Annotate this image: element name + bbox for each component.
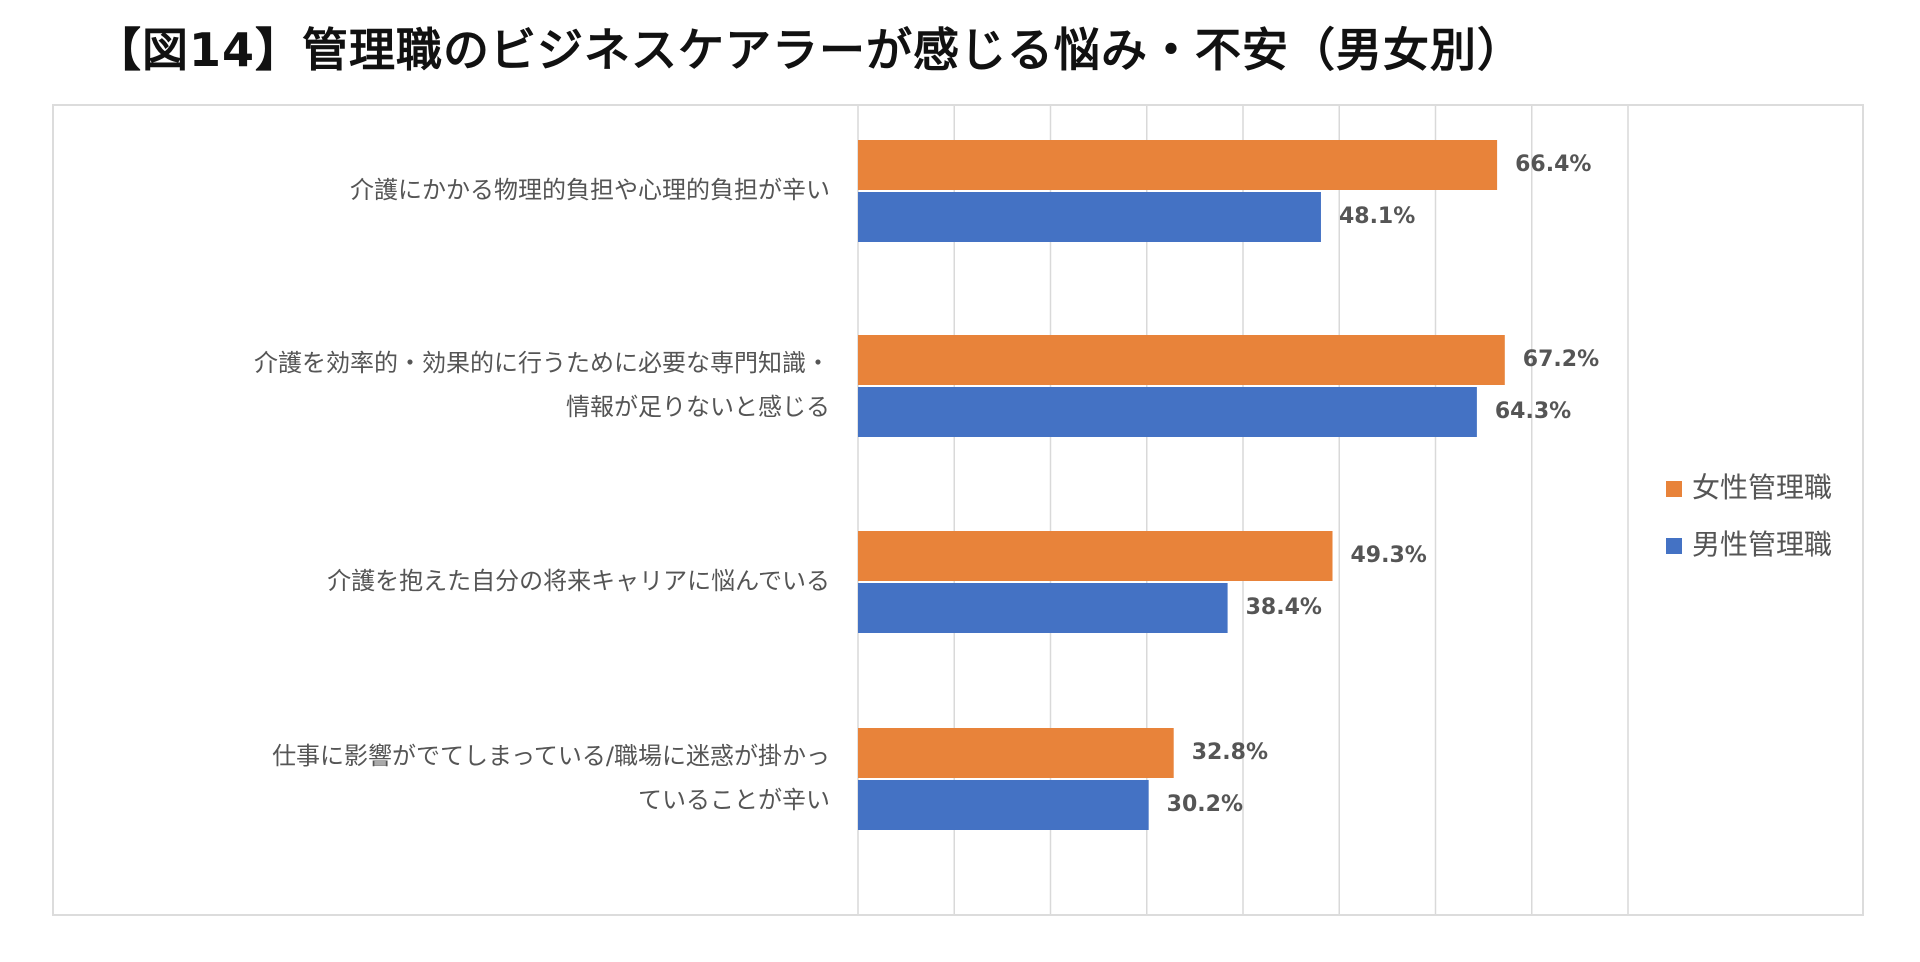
- legend-label: 男性管理職: [1692, 528, 1832, 561]
- category-label: 介護を抱えた自分の将来キャリアに悩んでいる: [327, 567, 830, 595]
- bar: [858, 531, 1333, 581]
- data-label: 67.2%: [1523, 347, 1599, 372]
- bar: [858, 140, 1498, 190]
- legend-swatch: [1666, 481, 1682, 497]
- bar: [858, 192, 1321, 242]
- bar: [858, 728, 1174, 778]
- series-female: 66.4% 67.2% 49.3% 32.8%: [858, 140, 1599, 778]
- legend-swatch: [1666, 538, 1682, 554]
- data-label: 48.1%: [1339, 204, 1415, 229]
- data-label: 66.4%: [1515, 152, 1591, 177]
- category-label: 情報が足りないと感じる: [566, 393, 830, 421]
- chart-title: 【図14】管理職のビジネスケアラーが感じる悩み・不安（男女別）: [95, 23, 1525, 77]
- category-label: 仕事に影響がでてしまっている/職場に迷惑が掛かっ: [272, 742, 830, 770]
- data-label: 64.3%: [1495, 399, 1571, 424]
- series-male: 48.1% 64.3% 38.4% 30.2%: [858, 192, 1571, 830]
- data-label: 38.4%: [1246, 595, 1322, 620]
- bar: [858, 335, 1505, 385]
- bar: [858, 387, 1477, 437]
- legend-label: 女性管理職: [1692, 471, 1832, 504]
- bar-chart: 介護にかかる物理的負担や心理的負担が辛い介護を効率的・効果的に行うために必要な専…: [254, 106, 1832, 914]
- data-label: 30.2%: [1167, 792, 1243, 817]
- data-label: 49.3%: [1351, 543, 1427, 568]
- data-label: 32.8%: [1192, 740, 1268, 765]
- category-label: 介護を効率的・効果的に行うために必要な専門知識・: [254, 349, 830, 377]
- category-label: ていることが辛い: [638, 786, 830, 814]
- category-labels: 介護にかかる物理的負担や心理的負担が辛い介護を効率的・効果的に行うために必要な専…: [254, 176, 830, 814]
- chart-frame: 介護にかかる物理的負担や心理的負担が辛い介護を効率的・効果的に行うために必要な専…: [52, 104, 1864, 916]
- bar: [858, 780, 1149, 830]
- bar: [858, 583, 1228, 633]
- category-label: 介護にかかる物理的負担や心理的負担が辛い: [350, 176, 830, 204]
